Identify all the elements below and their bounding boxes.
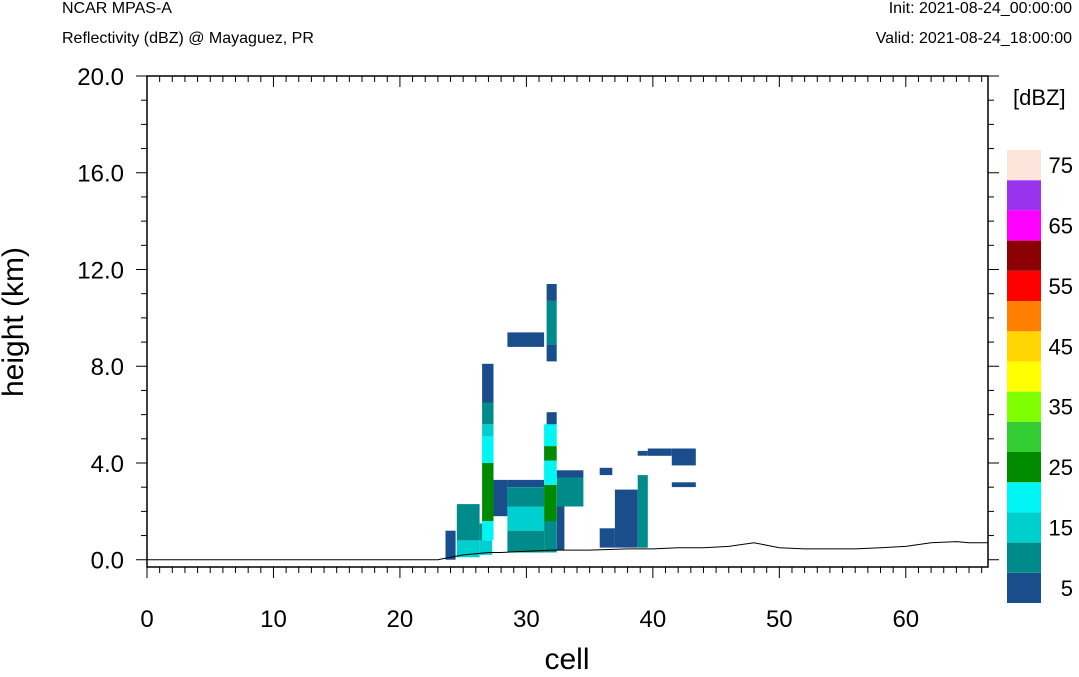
colorbar-label: 55	[1049, 274, 1073, 299]
colorbar: 5 15 25 35 45 55 65 75	[1007, 150, 1073, 603]
reflectivity-cell	[544, 521, 557, 553]
colorbar-segment	[1007, 270, 1041, 301]
axis-ticks	[136, 75, 999, 578]
reflectivity-cell	[507, 332, 545, 347]
x-tick-label: 50	[766, 606, 793, 633]
colorbar-label: 15	[1049, 516, 1073, 541]
reflectivity-cell	[546, 300, 557, 345]
terrain-line	[147, 541, 988, 561]
reflectivity-cell	[507, 487, 545, 507]
y-tick-label: 0.0	[91, 548, 124, 575]
y-tick-label: 8.0	[91, 354, 124, 381]
reflectivity-cell	[544, 446, 557, 461]
reflectivity-cell	[556, 470, 584, 478]
reflectivity-cells-layer	[445, 284, 696, 560]
reflectivity-cell	[647, 448, 672, 456]
colorbar-segment	[1007, 391, 1041, 422]
terrain-layer	[147, 541, 988, 561]
reflectivity-cell	[637, 475, 648, 548]
reflectivity-cell	[482, 363, 494, 403]
colorbar-label: 35	[1049, 395, 1073, 420]
colorbar-segment	[1007, 512, 1041, 543]
plot-border	[146, 75, 989, 568]
colorbar-segment	[1007, 240, 1041, 271]
plot-frame	[146, 75, 989, 568]
reflectivity-cell	[599, 467, 613, 476]
colorbar-label: 25	[1049, 455, 1073, 480]
reflectivity-cell	[614, 489, 638, 548]
reflectivity-cell	[456, 504, 480, 541]
init-time: Init: 2021-08-24_00:00:00	[888, 0, 1072, 17]
reflectivity-cell	[544, 484, 557, 522]
reflectivity-cell	[671, 482, 696, 488]
reflectivity-cell	[482, 424, 494, 437]
x-tick-label: 40	[640, 606, 667, 633]
x-tick-label: 30	[513, 606, 540, 633]
colorbar-units: [dBZ]	[1013, 85, 1066, 110]
reflectivity-cell	[482, 521, 494, 541]
x-tick-label: 0	[140, 606, 153, 633]
colorbar-label: 75	[1049, 153, 1073, 178]
reflectivity-cell	[546, 284, 557, 301]
reflectivity-cell	[507, 479, 545, 488]
x-tick-label: 10	[260, 606, 287, 633]
colorbar-segment	[1007, 421, 1041, 452]
x-axis-label: cell	[544, 643, 589, 676]
reflectivity-cell	[637, 450, 648, 456]
reflectivity-cell	[507, 506, 545, 531]
colorbar-label: 45	[1049, 334, 1073, 359]
reflectivity-cell	[556, 477, 584, 507]
x-tick-label: 20	[387, 606, 414, 633]
y-axis-label: height (km)	[0, 247, 30, 397]
y-tick-label: 12.0	[77, 258, 124, 285]
colorbar-segment	[1007, 150, 1041, 181]
reflectivity-cell	[544, 460, 557, 485]
colorbar-segment	[1007, 572, 1041, 603]
colorbar-segment	[1007, 301, 1041, 332]
reflectivity-cell	[507, 530, 545, 553]
y-tick-label: 20.0	[77, 64, 124, 91]
tick-labels: 0 10 20 30 40 50 60 0.0 4.0 8.0 12.0 16.0 20.0	[77, 64, 919, 633]
colorbar-segment	[1007, 180, 1041, 211]
reflectivity-cell	[479, 540, 493, 555]
colorbar-segment	[1007, 482, 1041, 513]
colorbar-segment	[1007, 210, 1041, 241]
reflectivity-cell	[556, 506, 565, 550]
reflectivity-cell	[482, 463, 494, 521]
valid-time: Valid: 2021-08-24_18:00:00	[875, 30, 1072, 47]
colorbar-label: 65	[1049, 214, 1073, 239]
reflectivity-cell	[482, 402, 494, 425]
reflectivity-cell	[456, 540, 480, 558]
colorbar-label: 5	[1061, 576, 1073, 601]
y-tick-label: 16.0	[77, 161, 124, 188]
colorbar-segment	[1007, 331, 1041, 362]
reflectivity-cell	[671, 448, 696, 466]
reflectivity-cell	[546, 412, 557, 425]
x-tick-label: 60	[892, 606, 919, 633]
reflectivity-cell	[546, 344, 557, 362]
reflectivity-cell	[599, 528, 615, 548]
reflectivity-cell	[482, 436, 494, 463]
colorbar-segment	[1007, 361, 1041, 392]
colorbar-segment	[1007, 542, 1041, 573]
chart-title: NCAR MPAS-A	[62, 0, 172, 17]
reflectivity-cell	[493, 479, 508, 517]
chart-subtitle: Reflectivity (dBZ) @ Mayaguez, PR	[62, 30, 314, 47]
reflectivity-cell	[445, 530, 456, 560]
y-tick-label: 4.0	[91, 451, 124, 478]
colorbar-segment	[1007, 452, 1041, 483]
reflectivity-cell	[544, 424, 557, 447]
